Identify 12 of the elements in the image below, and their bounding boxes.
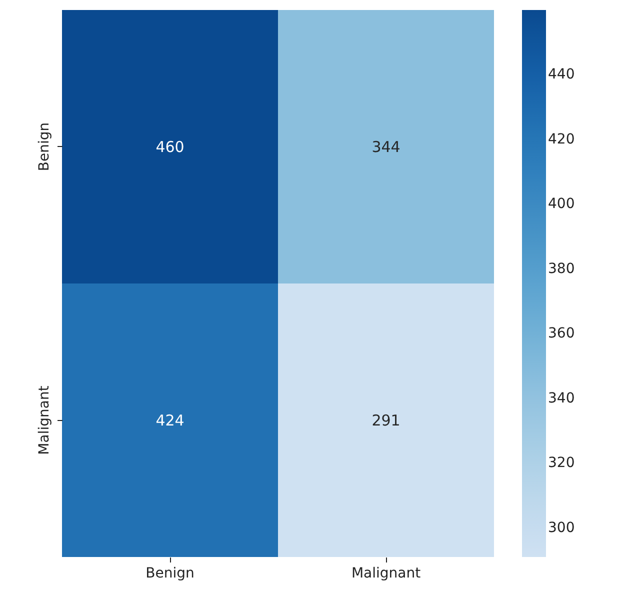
color-bar-label: 420 (548, 131, 575, 148)
color-bar-label: 300 (548, 520, 575, 536)
data-label: 344 (372, 138, 400, 156)
color-bar-label: 360 (548, 326, 575, 342)
color-bar-label: 380 (548, 260, 575, 277)
color-bar-label: 340 (548, 390, 575, 406)
data-label: 424 (156, 411, 184, 430)
color-bar-label: 400 (548, 196, 575, 212)
data-label: 291 (372, 411, 400, 430)
color-bar-label: 320 (548, 455, 575, 472)
color-bar-label: 440 (548, 66, 575, 83)
data-label: 460 (156, 138, 184, 156)
